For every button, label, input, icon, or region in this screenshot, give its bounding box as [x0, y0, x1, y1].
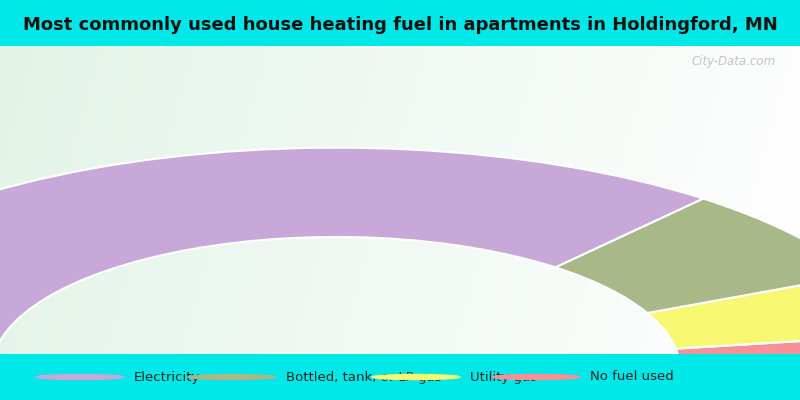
- Text: Most commonly used house heating fuel in apartments in Holdingford, MN: Most commonly used house heating fuel in…: [22, 16, 778, 34]
- Wedge shape: [0, 148, 703, 370]
- Text: Bottled, tank, or LP gas: Bottled, tank, or LP gas: [286, 370, 441, 384]
- Circle shape: [36, 374, 124, 380]
- Text: Electricity: Electricity: [134, 370, 200, 384]
- Text: No fuel used: No fuel used: [590, 370, 674, 384]
- Wedge shape: [676, 335, 800, 370]
- Wedge shape: [647, 275, 800, 349]
- Wedge shape: [555, 198, 800, 313]
- Circle shape: [492, 374, 580, 380]
- Text: Utility gas: Utility gas: [470, 370, 537, 384]
- Text: City-Data.com: City-Data.com: [692, 55, 776, 68]
- Circle shape: [188, 374, 276, 380]
- Circle shape: [372, 374, 460, 380]
